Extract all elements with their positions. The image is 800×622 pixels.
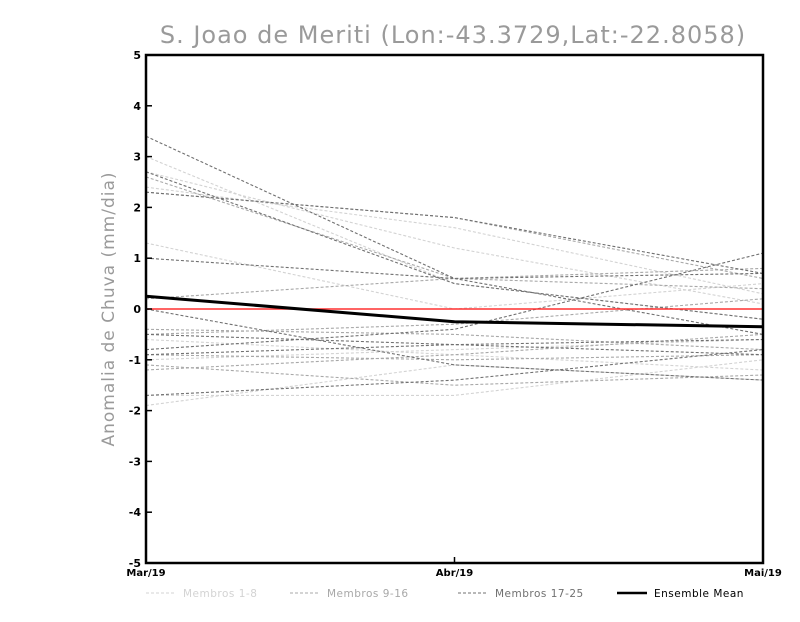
x-tick-label: Mai/19 [744,568,782,579]
member-line-12 [145,267,764,300]
y-axis-ticks: 5 4 3 2 1 0 -1 -2 -3 -4 -5 [129,49,152,570]
y-axis-label: Anomalia de Chuva (mm/dia) [99,171,119,446]
x-tick-label: Mar/19 [126,568,165,579]
member-line-25 [145,333,764,356]
y-tick-label: 1 [133,252,141,265]
member-line-21 [145,349,764,396]
y-tick-label: -5 [129,557,141,570]
x-axis-ticks: Mar/19 Abr/19 Mai/19 [126,557,782,579]
ensemble-mean-layer [145,294,764,329]
y-tick-label: 2 [133,201,141,214]
legend-label: Membros 17-25 [495,588,584,600]
member-line-6 [145,364,764,407]
member-line-15 [145,354,764,361]
member-line-10 [145,328,764,351]
member-line-9 [145,176,764,290]
member-line-7 [145,171,764,305]
y-tick-label: 3 [133,151,141,164]
y-tick-label: 0 [133,303,141,316]
member-line-13 [145,191,764,280]
series-layer [145,135,764,407]
x-tick-label: Abr/19 [436,568,473,579]
member-line-11 [145,333,764,371]
y-tick-label: -2 [129,405,141,418]
chart-title: S. Joao de Meriti (Lon:-43.3729,Lat:-22.… [160,21,746,49]
member-line-5 [146,359,764,396]
member-line-2 [145,186,764,295]
member-line-4 [145,338,764,371]
member-line-23 [145,338,764,356]
y-tick-label: 5 [133,49,141,62]
member-line-1 [145,156,764,320]
y-tick-label: -4 [129,506,142,519]
member-line-20 [145,252,764,351]
ensemble-mean-line [145,294,764,329]
member-line-24 [145,171,764,320]
member-line-19 [145,191,764,274]
legend-label: Ensemble Mean [654,588,744,600]
y-tick-label: -3 [129,455,141,468]
legend-label: Membros 1-8 [183,588,257,600]
legend: Membros 1-8 Membros 9-16 Membros 17-25 Ense… [146,588,744,600]
y-tick-label: 4 [133,100,141,113]
legend-label: Membros 9-16 [327,588,409,600]
y-tick-label: -1 [129,354,141,367]
